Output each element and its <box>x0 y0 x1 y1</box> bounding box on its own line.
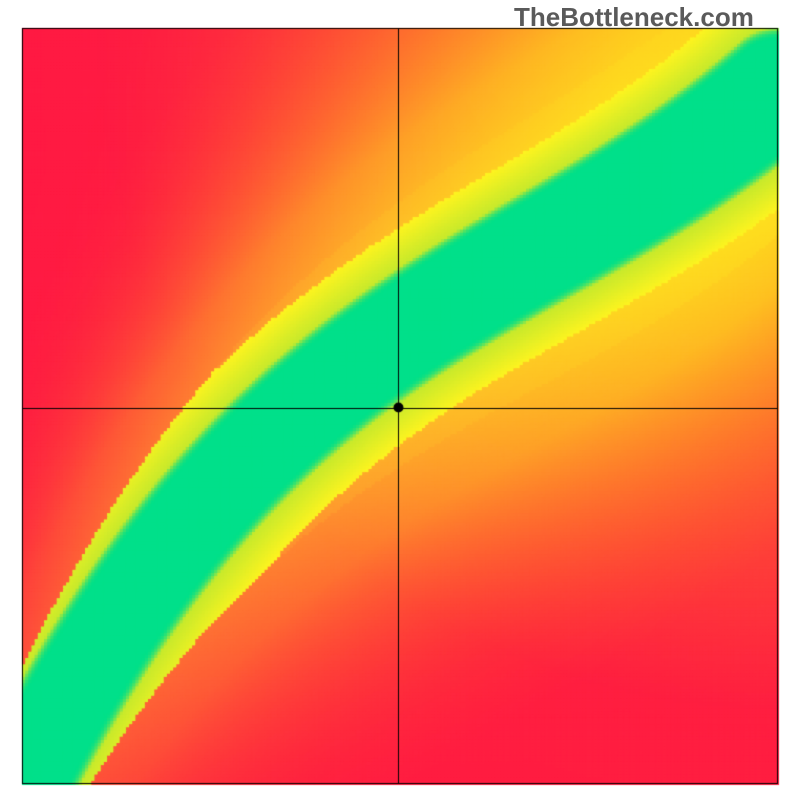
heatmap-canvas <box>0 0 800 800</box>
chart-container: TheBottleneck.com <box>0 0 800 800</box>
watermark-text: TheBottleneck.com <box>514 2 754 33</box>
